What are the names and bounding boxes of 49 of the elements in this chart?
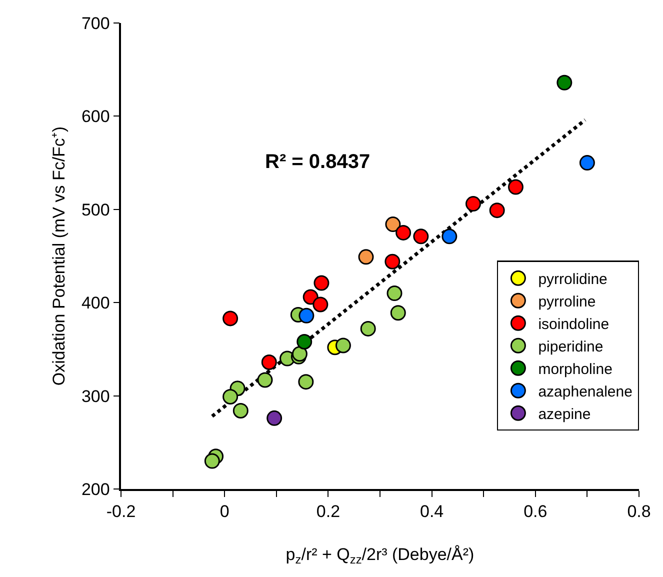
x-tick-label: 0.6 [524,502,548,522]
point [465,196,481,212]
y-tick-label: 700 [81,14,110,33]
y-tick-label: 600 [81,107,110,126]
y-tick-label: 200 [81,480,110,499]
y-axis-title: Oxidation Potential (mV vs Fc/Fc⁺) [50,126,69,386]
y-tick-label: 300 [81,386,110,406]
point [298,308,314,324]
x-tick-label: 0.8 [627,502,651,522]
point [390,305,406,321]
point [204,453,220,469]
point [335,338,351,354]
legend-label: pyrrolidine [538,270,608,288]
legend-label: piperidine [538,338,604,356]
point [489,202,505,218]
legend-label: azaphenalene [538,383,632,400]
legend-label: pyrroline [538,293,596,310]
point [298,374,314,390]
x-axis-title: p$_{z}$/r² + Q$_{zz}$/2r³ (Debye/Å²) [286,545,474,567]
x-tick-label: -0.2 [106,502,136,522]
point [396,224,412,240]
point [314,275,330,291]
point [556,74,572,90]
point [266,410,282,426]
y-tick-label: 400 [81,294,110,313]
point [360,320,376,336]
point [222,388,238,404]
x-tick-label: 0.2 [316,502,340,522]
point [222,310,238,326]
point [386,286,402,302]
point [296,334,312,350]
legend-label: isoindoline [538,316,610,333]
point [442,228,458,244]
point [312,296,328,312]
point [232,402,248,418]
point [358,249,374,265]
point [508,179,524,195]
x-tick-label: 0.4 [420,502,444,522]
x-tick-label: 0 [220,502,230,522]
point [384,254,400,270]
point [413,228,429,244]
point [385,216,401,232]
annotation: R² = 0.8437 [265,151,370,173]
point [579,155,595,171]
y-tick-label: 500 [81,200,110,220]
legend-label: azepine [538,406,591,423]
point [257,372,273,388]
legend-label: morpholine [538,360,612,378]
point [261,354,277,370]
